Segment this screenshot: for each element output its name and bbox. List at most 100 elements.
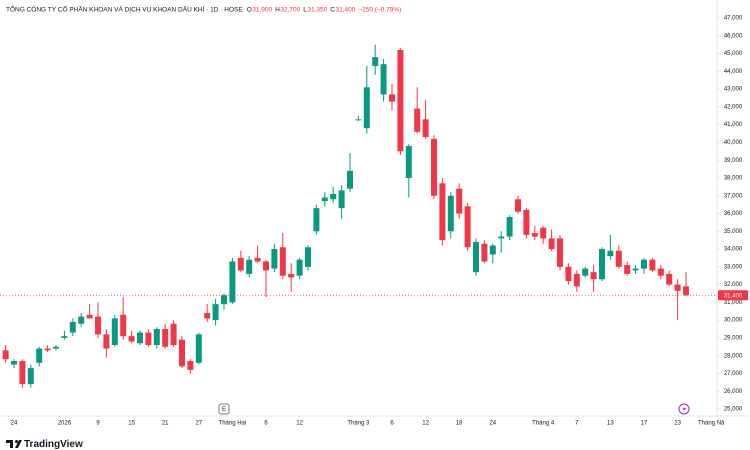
y-tick-label: 33,000 [724,264,743,270]
x-tick-label: 9 [96,421,100,427]
candle-body [582,268,589,276]
x-tick-label: 21 [162,421,169,427]
candle-body [489,245,496,255]
candle-body [36,348,43,363]
x-tick-label: 12 [422,421,429,427]
candle-body [515,199,521,212]
x-tick-label: 24 [489,421,496,427]
logo[interactable]: TradingView [6,439,83,450]
candle-body [380,64,387,95]
candle-body [590,272,597,280]
candle-body [548,238,555,250]
candle-body [44,348,51,351]
y-tick-label: 25,000 [724,407,743,413]
candle-body [153,329,160,346]
legend-letter: H [275,7,280,14]
candle-body [506,217,513,237]
candle-body [414,108,421,132]
y-tick-label: 32,000 [724,282,743,288]
candle-body [237,257,244,271]
candle-body [355,119,362,121]
candle-body [19,361,26,385]
candle-body [61,336,68,338]
candle-body [86,314,93,319]
earnings-label[interactable]: E [222,407,226,413]
candle-body [321,197,328,202]
legend-value: 32,700 [280,7,300,14]
legend-letter: L [303,7,307,14]
legend-value: 31,900 [252,7,272,14]
x-tick-label: Tháng 4 [532,421,555,427]
candle-body [120,314,127,337]
x-tick-label: 7 [575,421,579,427]
y-tick-label: 36,000 [724,211,743,217]
candle-body [221,295,227,305]
x-tick-label: 18 [456,421,463,427]
candle-body [683,286,689,296]
candle-body [145,332,152,346]
candle-body [263,261,269,271]
x-tick-label: 12 [296,421,303,427]
candle-body [674,284,681,291]
y-tick-label: 38,000 [724,176,743,182]
y-tick-label: 47,000 [724,16,743,22]
legend-letter: O [247,7,252,14]
candle-body [531,233,538,237]
x-tick-label: 6 [390,421,394,427]
candle-body [557,238,563,267]
last-price-label: 31,400 [724,293,743,299]
candle-body [179,339,185,367]
candle-body [397,49,404,152]
candle-body [137,332,143,344]
y-tick-label: 41,000 [724,122,743,128]
y-tick-label: 37,000 [724,193,743,199]
y-tick-label: 43,000 [724,87,743,93]
x-tick-label: 27 [195,421,202,427]
candle-body [229,261,236,303]
y-tick-label: 35,000 [724,229,743,235]
y-tick-label: 45,000 [724,51,743,57]
candle-body [389,94,395,102]
candle-body [347,170,353,189]
candle-body [27,368,34,385]
candle-body [632,268,639,271]
candle-body [305,247,311,267]
candle-body [279,247,286,276]
y-tick-label: 42,000 [724,104,743,110]
candle-body [288,273,295,278]
candle-body [422,119,429,138]
candle-body [573,273,580,287]
candle-body [447,195,454,232]
x-tick-label: 24 [11,421,18,427]
candle-body [296,259,303,276]
candle-body [523,209,530,235]
candle-body [246,259,253,274]
y-tick-label: 29,000 [724,335,743,341]
x-tick-label: 2026 [58,421,72,427]
x-tick-label: 17 [641,421,648,427]
brand-name: TradingView [24,439,83,450]
candle-body [565,266,572,282]
candle-body [170,323,177,346]
candle-body [128,336,135,342]
legend-letter: C [330,7,335,14]
candle-body [69,321,76,333]
candle-body [666,273,673,285]
candle-body [53,346,59,349]
candle-body [187,361,194,370]
candle-body [657,268,664,276]
candle-body [481,243,488,262]
candle-body [204,313,211,319]
x-tick-label: Tháng 3 [347,421,370,427]
candle-body [615,250,622,267]
y-tick-label: 40,000 [724,140,743,146]
candle-body [498,236,505,239]
candle-body [431,138,437,196]
legend-change: −250 (−0.79%) [358,7,401,14]
chart-title: TỔNG CÔNG TY CỔ PHẦN KHOAN VÀ DỊCH VỤ KH… [6,4,243,14]
earnings-icon[interactable] [218,403,230,415]
candle-body [624,265,631,274]
candle-body [607,250,614,257]
candle-body [195,334,202,363]
